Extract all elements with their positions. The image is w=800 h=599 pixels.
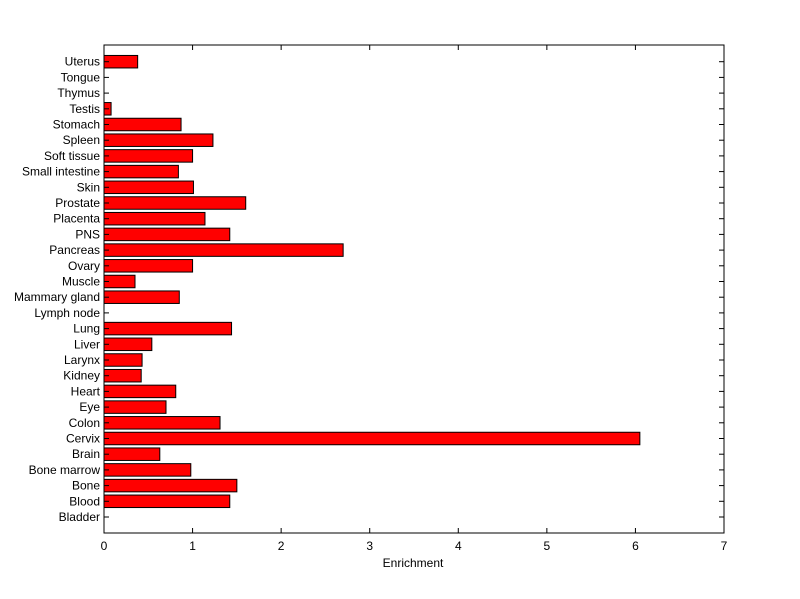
y-tick-label: Bone bbox=[72, 479, 100, 493]
x-tick-label: 4 bbox=[455, 539, 462, 553]
x-tick-label: 5 bbox=[544, 539, 551, 553]
bar-small-intestine bbox=[103, 164, 179, 179]
y-tick-label: Tongue bbox=[61, 70, 101, 84]
bar-liver bbox=[103, 337, 153, 352]
bar-soft-tissue bbox=[103, 149, 194, 163]
bar-placenta bbox=[103, 211, 206, 226]
bar-eye bbox=[103, 400, 167, 414]
bar-heart bbox=[103, 384, 177, 399]
bar-brain bbox=[103, 447, 161, 461]
bar-uterus bbox=[103, 54, 139, 69]
y-tick-label: Testis bbox=[69, 102, 100, 116]
bar-prostate bbox=[103, 196, 247, 210]
x-tick-label: 7 bbox=[721, 539, 728, 553]
x-axis-title: Enrichment bbox=[383, 556, 444, 570]
y-tick-label: PNS bbox=[75, 227, 100, 241]
y-tick-label: Colon bbox=[69, 416, 100, 430]
bar-mammary-gland bbox=[103, 290, 180, 304]
x-tick-label: 1 bbox=[189, 539, 196, 553]
bar-lung bbox=[103, 321, 233, 336]
x-tick-label: 6 bbox=[632, 539, 639, 553]
y-tick-label: Liver bbox=[74, 337, 100, 351]
y-tick-label: Placenta bbox=[53, 212, 100, 226]
y-tick-label: Muscle bbox=[62, 275, 100, 289]
y-tick-label: Cervix bbox=[66, 432, 100, 446]
bar-bone-marrow bbox=[103, 463, 192, 477]
y-tick-label: Lymph node bbox=[34, 306, 100, 320]
y-tick-label: Mammary gland bbox=[14, 290, 100, 304]
y-tick-label: Bone marrow bbox=[29, 463, 101, 477]
y-tick-label: Uterus bbox=[65, 55, 100, 69]
x-tick-label: 3 bbox=[366, 539, 373, 553]
x-ticks-layer: 0 1 2 3 4 5 6 7 bbox=[101, 45, 728, 553]
y-tick-label: Brain bbox=[72, 447, 100, 461]
bar-skin bbox=[103, 180, 194, 195]
bar-larynx bbox=[103, 353, 143, 367]
bar-spleen bbox=[103, 133, 214, 147]
bar-stomach bbox=[103, 117, 182, 132]
y-tick-label: Pancreas bbox=[49, 243, 100, 257]
y-tick-label: Heart bbox=[71, 384, 101, 398]
bar-colon bbox=[103, 416, 221, 430]
bar-cervix bbox=[103, 431, 641, 446]
y-tick-label: Blood bbox=[69, 494, 100, 508]
y-tick-label: Stomach bbox=[53, 118, 100, 132]
y-tick-label: Thymus bbox=[57, 86, 100, 100]
y-tick-label: Larynx bbox=[64, 353, 100, 367]
y-tick-label: Bladder bbox=[59, 510, 100, 524]
y-tick-label: Prostate bbox=[55, 196, 100, 210]
y-tick-label: Skin bbox=[77, 180, 100, 194]
bar-ovary bbox=[103, 259, 194, 273]
bar-bone bbox=[103, 478, 238, 493]
bars-layer bbox=[103, 54, 641, 509]
y-tick-label: Small intestine bbox=[22, 165, 100, 179]
y-tick-label: Kidney bbox=[63, 369, 100, 383]
y-tick-label: Lung bbox=[73, 322, 100, 336]
bar-blood bbox=[103, 494, 231, 509]
x-tick-label: 0 bbox=[101, 539, 108, 553]
y-tick-label: Soft tissue bbox=[44, 149, 100, 163]
plot-frame bbox=[103, 44, 725, 534]
bar-pns bbox=[103, 227, 231, 242]
x-tick-label: 2 bbox=[278, 539, 285, 553]
y-tick-label: Spleen bbox=[63, 133, 100, 147]
y-tick-label: Eye bbox=[79, 400, 100, 414]
bar-pancreas bbox=[103, 243, 344, 257]
bar-kidney bbox=[103, 368, 142, 383]
y-tick-label: Ovary bbox=[68, 259, 100, 273]
